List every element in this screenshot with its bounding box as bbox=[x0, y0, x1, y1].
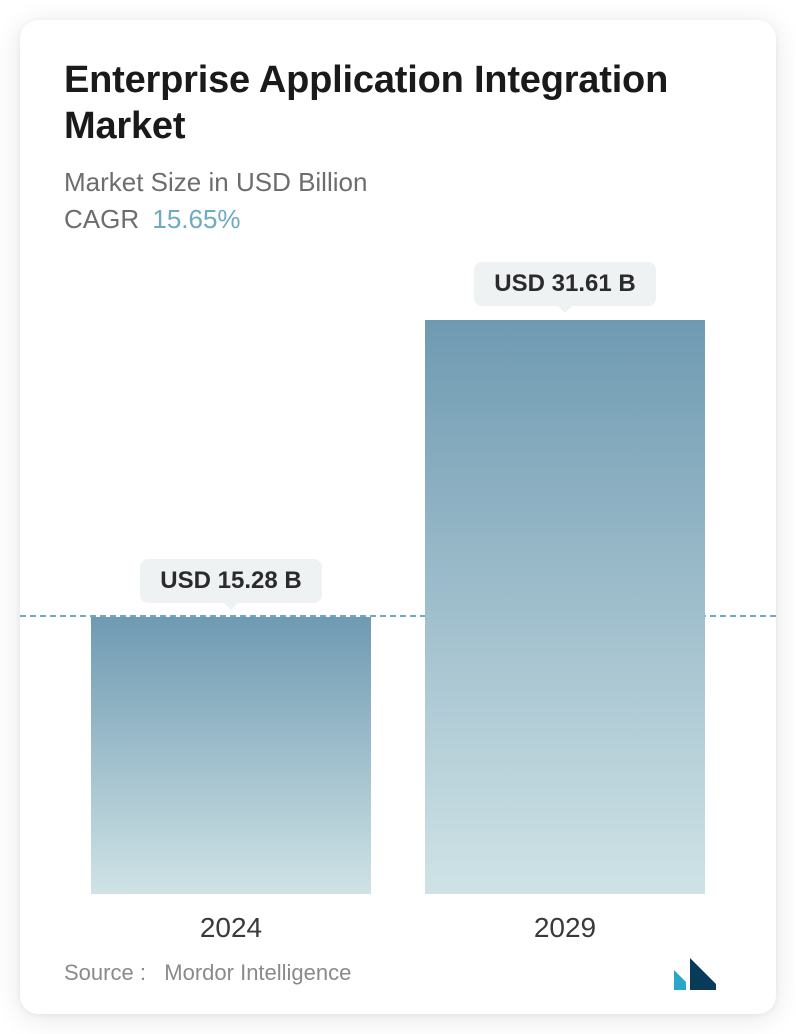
value-pill-0: USD 15.28 B bbox=[140, 559, 321, 603]
cagr-line: CAGR 15.65% bbox=[64, 204, 732, 235]
cagr-value: 15.65% bbox=[152, 204, 240, 234]
bar-col-1: USD 31.61 B bbox=[425, 260, 705, 894]
value-pill-1: USD 31.61 B bbox=[474, 262, 655, 306]
source-text: Source : Mordor Intelligence bbox=[64, 960, 351, 986]
chart-card: Enterprise Application Integration Marke… bbox=[20, 20, 776, 1014]
source-label: Source : bbox=[64, 960, 146, 985]
brand-logo-icon bbox=[672, 954, 732, 992]
bar-1 bbox=[425, 320, 705, 894]
x-axis-labels: 2024 2029 bbox=[64, 912, 732, 944]
footer: Source : Mordor Intelligence bbox=[64, 954, 732, 992]
chart-title: Enterprise Application Integration Marke… bbox=[64, 58, 732, 149]
bar-col-0: USD 15.28 B bbox=[91, 260, 371, 894]
bars-row: USD 15.28 B USD 31.61 B bbox=[64, 260, 732, 894]
x-label-0: 2024 bbox=[91, 912, 371, 944]
source-name: Mordor Intelligence bbox=[164, 960, 351, 985]
bar-0 bbox=[91, 617, 371, 894]
x-label-1: 2029 bbox=[425, 912, 705, 944]
chart-area: USD 15.28 B USD 31.61 B bbox=[64, 260, 732, 894]
chart-subtitle: Market Size in USD Billion bbox=[64, 167, 732, 198]
cagr-label: CAGR bbox=[64, 204, 139, 234]
